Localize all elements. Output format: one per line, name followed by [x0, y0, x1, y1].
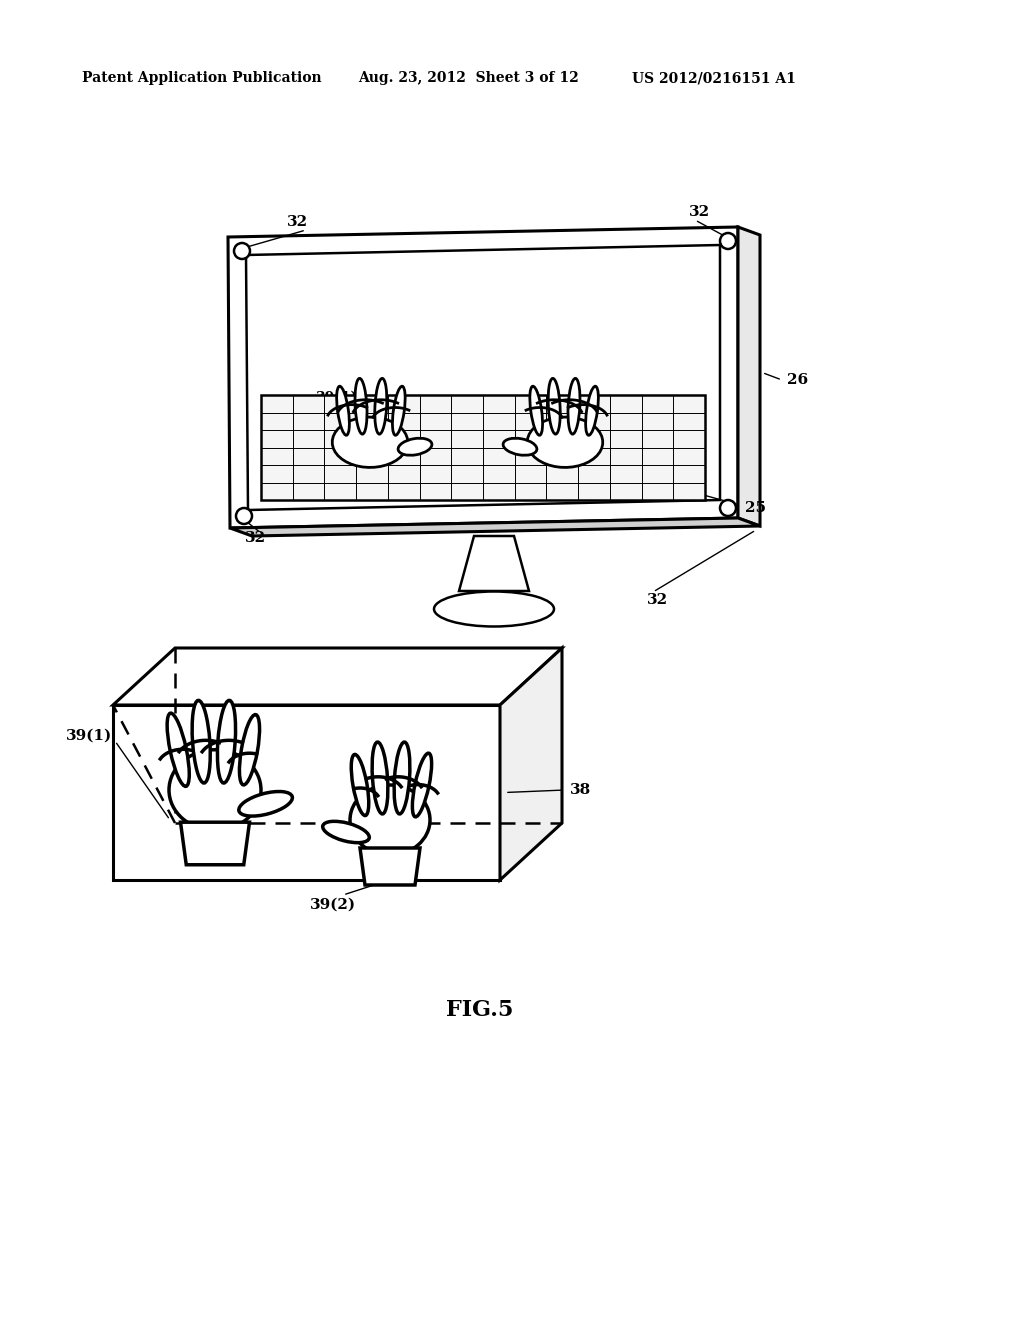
Ellipse shape [568, 379, 580, 434]
Polygon shape [360, 847, 420, 884]
Text: 39(1)': 39(1)' [315, 391, 362, 405]
Polygon shape [246, 246, 720, 510]
Text: 32: 32 [246, 531, 266, 545]
Ellipse shape [337, 387, 349, 436]
Ellipse shape [413, 754, 432, 817]
Ellipse shape [239, 792, 293, 816]
Text: 39(2)': 39(2)' [490, 403, 537, 417]
Ellipse shape [350, 785, 430, 855]
Text: 32: 32 [647, 593, 669, 607]
Ellipse shape [392, 387, 406, 436]
Polygon shape [500, 648, 562, 880]
Text: 39(2): 39(2) [310, 898, 356, 912]
Polygon shape [459, 536, 529, 591]
Ellipse shape [355, 379, 367, 434]
Text: 39(1): 39(1) [66, 729, 112, 743]
Text: Aug. 23, 2012  Sheet 3 of 12: Aug. 23, 2012 Sheet 3 of 12 [358, 71, 579, 84]
Text: US 2012/0216151 A1: US 2012/0216151 A1 [632, 71, 796, 84]
Polygon shape [333, 417, 408, 467]
Text: Patent Application Publication: Patent Application Publication [82, 71, 322, 84]
Ellipse shape [372, 742, 388, 814]
Ellipse shape [586, 387, 598, 436]
Ellipse shape [394, 742, 410, 814]
Polygon shape [113, 648, 562, 705]
Text: FIG.5: FIG.5 [446, 999, 514, 1020]
Polygon shape [228, 227, 738, 528]
Ellipse shape [240, 714, 259, 785]
Ellipse shape [169, 750, 261, 830]
Polygon shape [113, 705, 500, 880]
Ellipse shape [434, 591, 554, 627]
Ellipse shape [548, 379, 560, 434]
Ellipse shape [529, 387, 543, 436]
Circle shape [720, 234, 736, 249]
Text: 32: 32 [689, 205, 711, 219]
Ellipse shape [167, 713, 189, 787]
Circle shape [236, 508, 252, 524]
Text: 38: 38 [570, 783, 591, 797]
Ellipse shape [375, 379, 387, 434]
Circle shape [234, 243, 250, 259]
Polygon shape [230, 517, 760, 536]
Bar [261, 395, 705, 500]
Ellipse shape [351, 755, 369, 816]
Text: 26: 26 [787, 374, 808, 387]
Circle shape [720, 500, 736, 516]
Ellipse shape [193, 701, 210, 783]
Polygon shape [738, 227, 760, 525]
Ellipse shape [398, 438, 432, 455]
Ellipse shape [503, 438, 537, 455]
Ellipse shape [217, 701, 236, 783]
Polygon shape [527, 417, 603, 467]
Text: 25: 25 [745, 502, 766, 515]
Polygon shape [180, 822, 250, 865]
Text: 32: 32 [288, 215, 308, 228]
Ellipse shape [323, 821, 370, 842]
